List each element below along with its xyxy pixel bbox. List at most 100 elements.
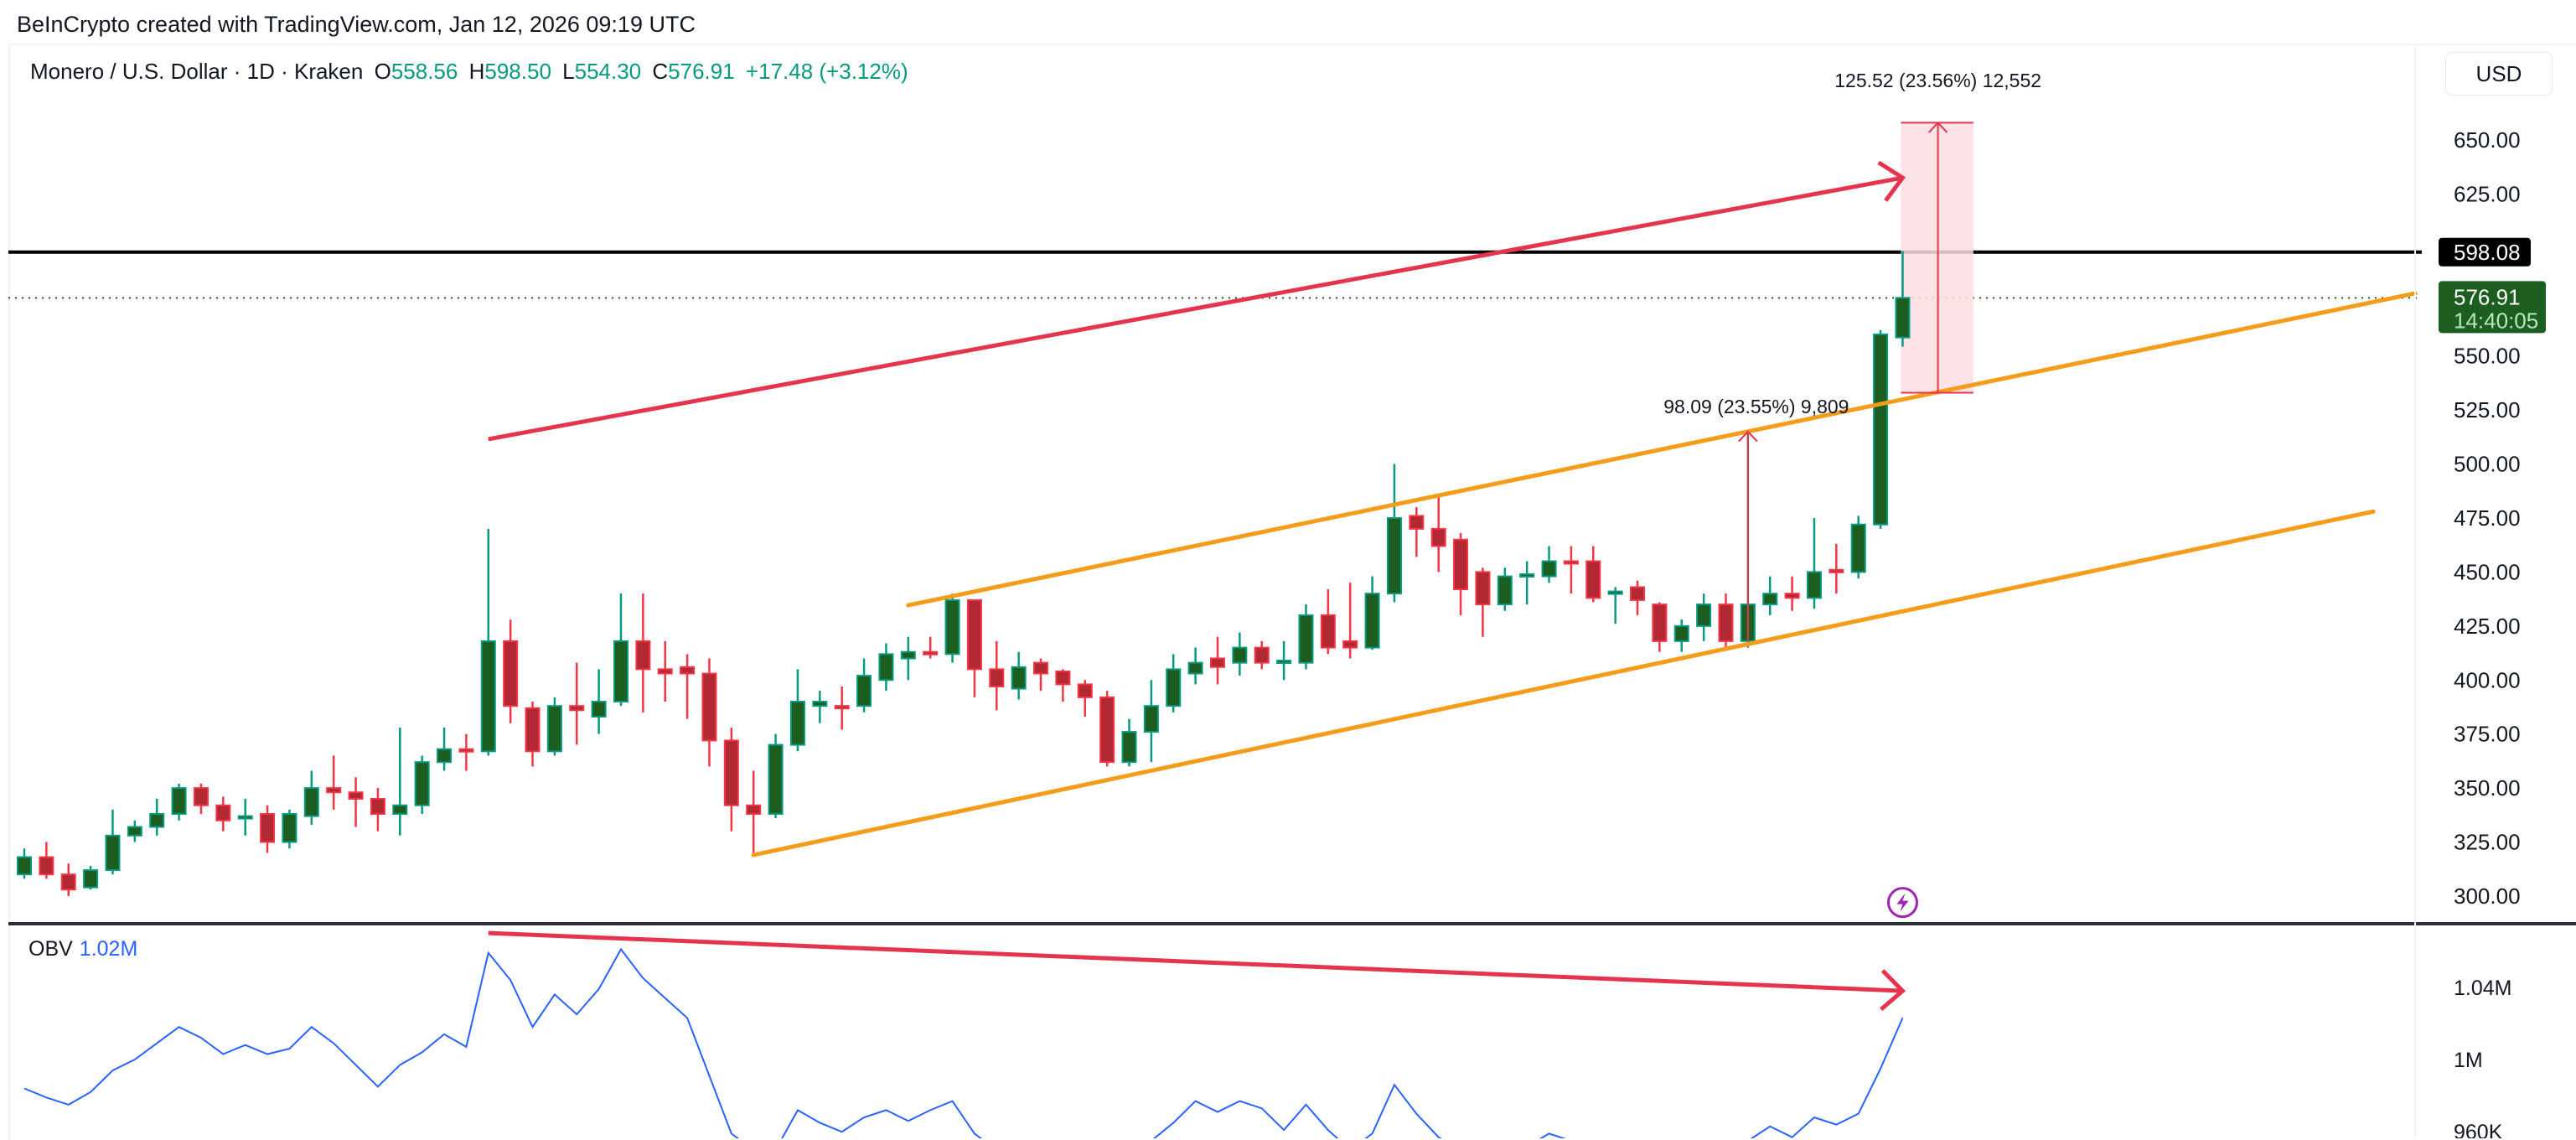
symbol-name: Monero / U.S. Dollar · 1D · Kraken xyxy=(30,59,364,84)
chart-frame xyxy=(8,44,2576,1140)
candle xyxy=(127,820,142,842)
channel-upper-line xyxy=(906,291,2418,608)
candle-body xyxy=(1011,666,1027,690)
open-value: O558.56 xyxy=(375,59,458,84)
candle-body xyxy=(1298,614,1314,664)
candle xyxy=(1187,647,1203,685)
obv-legend[interactable]: OBV 1.02M xyxy=(28,937,137,961)
candle-body xyxy=(635,640,651,671)
lightning-bolt-icon xyxy=(1896,893,1909,912)
candle-body xyxy=(989,668,1005,687)
candle-body xyxy=(1342,640,1358,649)
candle-body xyxy=(1762,593,1778,606)
candle xyxy=(789,669,805,752)
candle-body xyxy=(878,653,894,681)
candle-body xyxy=(437,748,453,764)
candle xyxy=(1254,640,1270,670)
candle xyxy=(1541,546,1557,583)
price-tick-label: 650.00 xyxy=(2454,127,2521,153)
candle xyxy=(1409,507,1425,557)
candle xyxy=(1607,587,1623,624)
candle-body xyxy=(1829,568,1844,573)
candle-body xyxy=(105,834,121,872)
candle xyxy=(1497,567,1513,611)
candle-body xyxy=(1254,646,1270,664)
price-trend-arrow-shaft xyxy=(488,175,1903,442)
candle-body xyxy=(546,705,562,753)
candle-body xyxy=(1320,614,1336,649)
candle-body xyxy=(1630,586,1646,601)
candle xyxy=(1077,680,1093,718)
candle xyxy=(635,593,651,712)
candle xyxy=(900,636,916,681)
candle-body xyxy=(1143,705,1159,733)
candle xyxy=(569,662,585,745)
candle xyxy=(1430,496,1446,573)
obv-value: 1.02M xyxy=(79,937,138,961)
lightning-alert-icon[interactable] xyxy=(1886,887,1918,919)
price-tick-label: 625.00 xyxy=(2454,181,2521,206)
candle xyxy=(326,755,342,810)
candle xyxy=(1784,576,1800,611)
high-value: H598.50 xyxy=(469,59,551,84)
obv-tick-label: 960K xyxy=(2454,1121,2503,1138)
candle-body xyxy=(83,869,99,889)
candle-body xyxy=(1033,661,1049,675)
candle xyxy=(1209,636,1225,685)
candle xyxy=(1873,329,1889,529)
resistance-price-tag xyxy=(2439,237,2531,267)
candle xyxy=(1166,654,1182,712)
candle xyxy=(1298,604,1314,670)
candle-body xyxy=(1497,575,1513,606)
candle xyxy=(1850,516,1866,579)
resistance-price-text: 598.08 xyxy=(2454,240,2521,265)
candle xyxy=(591,669,607,734)
candle xyxy=(458,733,474,771)
candle xyxy=(923,636,939,659)
candle xyxy=(171,783,187,821)
countdown-text: 14:40:05 xyxy=(2454,308,2538,333)
candle-body xyxy=(282,813,297,843)
measure-arrow-2 xyxy=(1928,121,1948,393)
candle xyxy=(613,593,628,707)
candle-body xyxy=(1099,696,1115,764)
candle xyxy=(1033,658,1049,692)
candle xyxy=(546,697,562,756)
candle-body xyxy=(1055,670,1071,686)
candle xyxy=(525,702,541,767)
candle xyxy=(1232,632,1248,676)
close-value: C576.91 xyxy=(652,59,734,84)
candle-body xyxy=(458,748,474,753)
candle-body xyxy=(171,787,187,816)
candle xyxy=(149,798,165,836)
candle-body xyxy=(1364,593,1380,649)
candle-body xyxy=(414,761,430,806)
candle-body xyxy=(569,705,585,712)
candle xyxy=(1673,619,1689,652)
change-value: +17.48 (+3.12%) xyxy=(745,59,908,84)
candle xyxy=(834,686,850,730)
obv-tick-label: 1.04M xyxy=(2454,977,2511,1000)
candle-body xyxy=(303,787,319,817)
candle-body xyxy=(944,598,960,656)
candle xyxy=(856,658,872,712)
candle-body xyxy=(701,672,717,742)
candle xyxy=(414,755,430,815)
symbol-legend[interactable]: Monero / U.S. Dollar · 1D · Kraken O558.… xyxy=(30,59,913,85)
candle xyxy=(1143,680,1159,763)
price-tick-label: 450.00 xyxy=(2454,559,2521,584)
candle-body xyxy=(856,675,872,707)
price-tick-label: 300.00 xyxy=(2454,884,2521,909)
candle xyxy=(17,848,32,879)
candle xyxy=(680,654,696,719)
candle-body xyxy=(1873,333,1889,526)
price-tick-label: 375.00 xyxy=(2454,722,2521,747)
candle xyxy=(437,727,453,771)
candle-body xyxy=(923,650,939,656)
currency-button[interactable]: USD xyxy=(2445,52,2553,96)
candle-body xyxy=(1430,527,1446,547)
candle xyxy=(1829,543,1844,594)
candle xyxy=(83,865,99,890)
open-number: 558.56 xyxy=(391,59,458,84)
